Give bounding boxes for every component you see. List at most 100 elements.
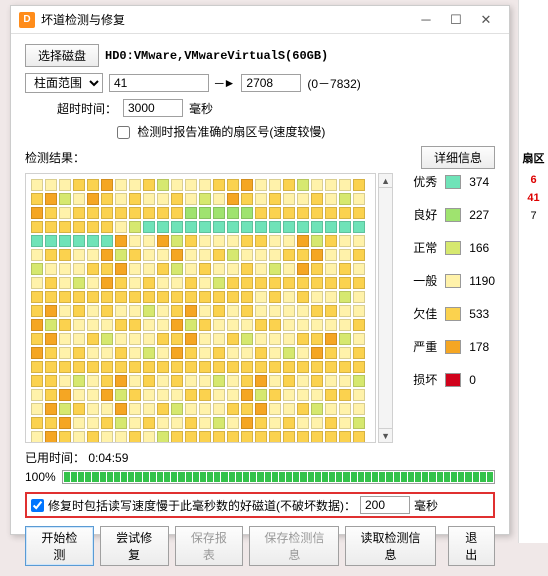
repair-opt-value[interactable]	[360, 496, 410, 514]
grid-cell	[241, 417, 253, 429]
grid-cell	[325, 417, 337, 429]
grid-cell	[31, 333, 43, 345]
grid-cell	[45, 361, 57, 373]
grid-cell	[255, 333, 267, 345]
app-icon: D	[19, 12, 35, 28]
grid-cell	[227, 179, 239, 191]
grid-cell	[255, 375, 267, 387]
grid-cell	[115, 207, 127, 219]
select-disk-button[interactable]: 选择磁盘	[25, 44, 99, 67]
grid-cell	[171, 389, 183, 401]
legend-count: 533	[469, 307, 489, 321]
minimize-button[interactable]: ─	[411, 10, 441, 30]
grid-cell	[297, 193, 309, 205]
grid-cell	[157, 277, 169, 289]
grid-cell	[297, 305, 309, 317]
grid-cell	[171, 375, 183, 387]
grid-cell	[59, 305, 71, 317]
grid-cell	[227, 305, 239, 317]
grid-cell	[31, 431, 43, 443]
grid-cell	[311, 263, 323, 275]
elapsed-label: 已用时间：	[25, 451, 85, 465]
range-mode-select[interactable]: 柱面范围	[25, 73, 103, 93]
grid-cell	[143, 249, 155, 261]
grid-cell	[283, 417, 295, 429]
grid-cell	[255, 249, 267, 261]
try-repair-button[interactable]: 尝试修复	[100, 526, 169, 566]
load-info-button[interactable]: 读取检测信息	[345, 526, 435, 566]
grid-cell	[311, 277, 323, 289]
grid-cell	[31, 305, 43, 317]
grid-cell	[339, 333, 351, 345]
report-checkbox-label[interactable]: 检测时报告准确的扇区号(速度较慢)	[117, 123, 325, 140]
timeout-input[interactable]	[123, 99, 183, 117]
grid-cell	[115, 277, 127, 289]
grid-cell	[87, 277, 99, 289]
grid-cell	[87, 221, 99, 233]
grid-cell	[213, 375, 225, 387]
grid-cell	[87, 361, 99, 373]
grid-cell	[339, 361, 351, 373]
grid-cell	[73, 193, 85, 205]
grid-cell	[325, 277, 337, 289]
grid-cell	[31, 347, 43, 359]
grid-cell	[311, 347, 323, 359]
report-checkbox[interactable]	[117, 126, 130, 139]
range-from-input[interactable]	[109, 74, 209, 92]
save-info-button[interactable]: 保存检测信息	[249, 526, 339, 566]
grid-cell	[129, 389, 141, 401]
close-button[interactable]: ✕	[471, 10, 501, 30]
grid-cell	[45, 235, 57, 247]
save-report-button[interactable]: 保存报表	[175, 526, 244, 566]
elapsed-value: 0:04:59	[88, 451, 128, 465]
grid-cell	[31, 193, 43, 205]
grid-cell	[339, 291, 351, 303]
grid-cell	[115, 389, 127, 401]
grid-cell	[241, 361, 253, 373]
start-scan-button[interactable]: 开始检测	[25, 526, 94, 566]
grid-cell	[199, 361, 211, 373]
grid-cell	[241, 431, 253, 443]
grid-cell	[227, 249, 239, 261]
grid-cell	[115, 333, 127, 345]
grid-cell	[311, 249, 323, 261]
grid-cell	[157, 235, 169, 247]
grid-cell	[339, 347, 351, 359]
maximize-button[interactable]: ☐	[441, 10, 471, 30]
grid-cell	[339, 249, 351, 261]
grid-cell	[255, 291, 267, 303]
repair-opt-checkbox[interactable]	[31, 499, 44, 512]
grid-cell	[297, 263, 309, 275]
range-hint: (0－7832)	[307, 75, 360, 92]
grid-cell	[87, 263, 99, 275]
range-to-input[interactable]	[241, 74, 301, 92]
grid-cell	[325, 263, 337, 275]
grid-cell	[45, 431, 57, 443]
grid-cell	[269, 417, 281, 429]
grid-cell	[325, 193, 337, 205]
detail-button[interactable]: 详细信息	[421, 146, 495, 169]
grid-cell	[283, 291, 295, 303]
grid-cell	[213, 361, 225, 373]
grid-cell	[171, 193, 183, 205]
timeout-label: 超时时间：	[25, 100, 117, 117]
grid-cell	[157, 389, 169, 401]
grid-scrollbar[interactable]: ▲ ▼	[378, 173, 393, 443]
grid-cell	[45, 375, 57, 387]
grid-cell	[171, 179, 183, 191]
exit-button[interactable]: 退出	[448, 526, 495, 566]
grid-cell	[185, 277, 197, 289]
grid-cell	[353, 375, 365, 387]
grid-cell	[353, 235, 365, 247]
scroll-down-icon[interactable]: ▼	[379, 428, 392, 442]
grid-cell	[129, 431, 141, 443]
grid-cell	[157, 403, 169, 415]
grid-cell	[171, 263, 183, 275]
grid-cell	[185, 291, 197, 303]
grid-cell	[227, 207, 239, 219]
scroll-up-icon[interactable]: ▲	[379, 174, 392, 188]
grid-cell	[297, 319, 309, 331]
grid-cell	[199, 333, 211, 345]
grid-cell	[87, 235, 99, 247]
grid-cell	[283, 361, 295, 373]
